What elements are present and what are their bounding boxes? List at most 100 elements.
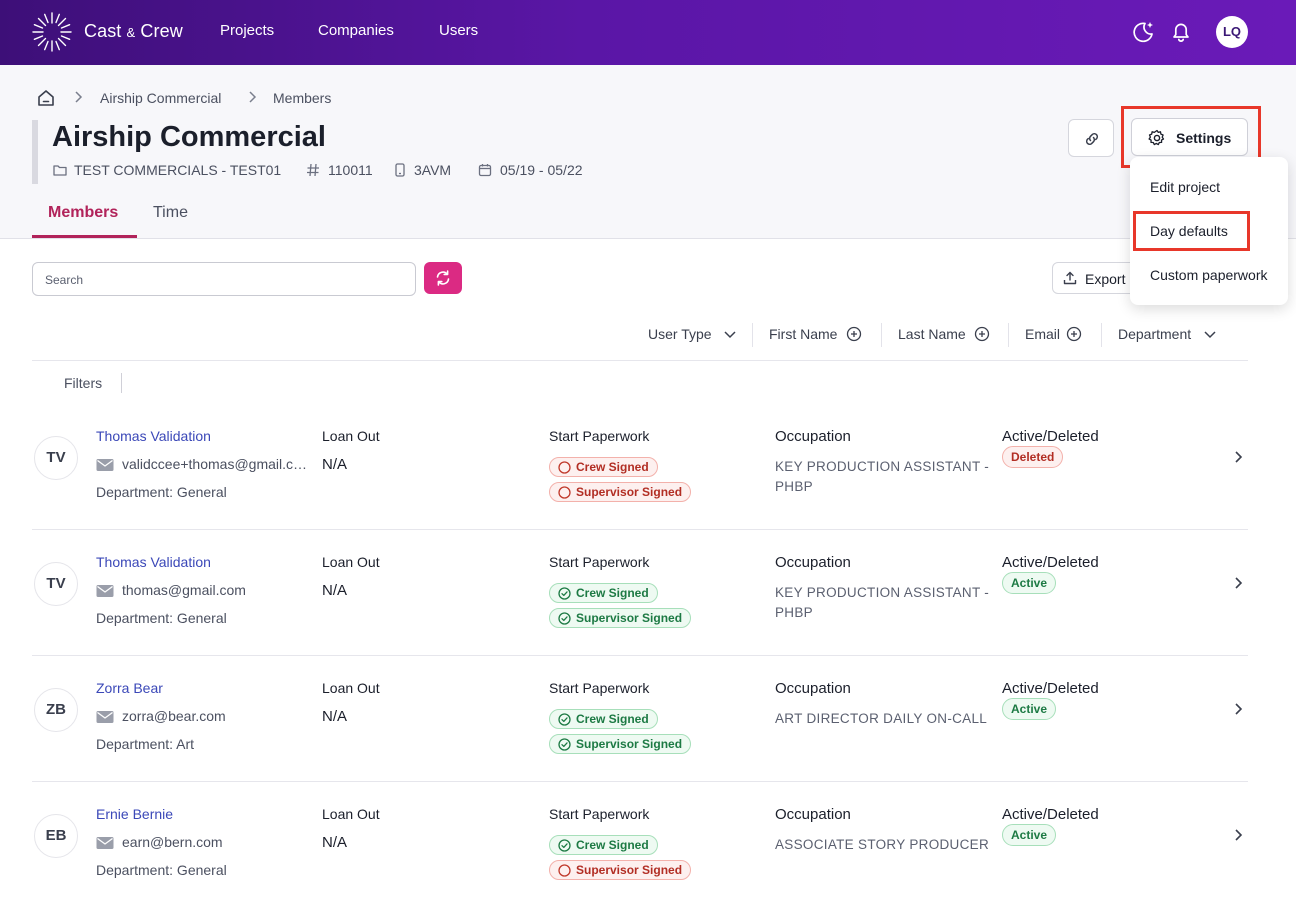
export-button[interactable]: Export	[1052, 262, 1142, 294]
user-avatar[interactable]: LQ	[1216, 16, 1248, 48]
device-icon	[395, 163, 405, 177]
supervisor-signed-badge: Supervisor Signed	[549, 608, 692, 628]
sort-plus-circle-icon[interactable]	[974, 326, 990, 342]
chevron-right-icon[interactable]	[1232, 576, 1244, 590]
status-label: Active/Deleted	[1002, 806, 1099, 823]
sort-plus-circle-icon[interactable]	[1066, 326, 1082, 342]
tab-members[interactable]: Members	[48, 204, 119, 221]
member-department: Department: General	[96, 610, 227, 626]
envelope-icon	[96, 459, 114, 471]
copy-link-button[interactable]	[1068, 119, 1114, 157]
member-row[interactable]: ZB Zorra Bear zorra@bear.com Department: Ar…	[32, 656, 1248, 782]
member-row[interactable]: TV Thomas Validation validccee+thomas@gmai…	[32, 404, 1248, 530]
crew-signed-badge: Crew Signed	[549, 709, 658, 729]
supervisor-signed-badge: Supervisor Signed	[549, 734, 692, 754]
project-folder: TEST COMMERCIALS - TEST01	[74, 162, 282, 178]
sort-email[interactable]: Email	[1025, 326, 1061, 342]
member-name-link[interactable]: Thomas Validation	[96, 428, 211, 444]
loan-out-label: Loan Out	[322, 428, 380, 444]
supervisor-signed-badge: Supervisor Signed	[549, 482, 692, 502]
member-name-link[interactable]: Ernie Bernie	[96, 806, 174, 822]
member-name-link[interactable]: Thomas Validation	[96, 554, 211, 570]
breadcrumb-members[interactable]: Members	[273, 90, 332, 106]
chevron-right-icon[interactable]	[1232, 450, 1244, 464]
page-title: Airship Commercial	[52, 121, 326, 153]
dark-mode-moon-icon[interactable]	[1130, 19, 1156, 45]
logo-burst-icon[interactable]	[31, 11, 73, 53]
menu-item-edit-project[interactable]: Edit project	[1150, 179, 1221, 195]
tab-time[interactable]: Time	[153, 204, 188, 221]
sort-plus-circle-icon[interactable]	[846, 326, 862, 342]
status-badge: Active	[1002, 824, 1057, 846]
nav-link-users[interactable]: Users	[439, 22, 479, 39]
title-accent-bar	[32, 120, 38, 184]
envelope-icon	[96, 711, 114, 723]
search-placeholder: Search	[45, 273, 84, 287]
envelope-icon	[96, 837, 114, 849]
refresh-icon	[436, 270, 450, 286]
header-separator	[32, 360, 1248, 361]
project-number: 110011	[328, 162, 373, 178]
search-input[interactable]: Search	[32, 262, 416, 296]
member-row[interactable]: TV Thomas Validation thomas@gmail.com Depar…	[32, 530, 1248, 656]
member-row[interactable]: EB Ernie Bernie earn@bern.com Department: G…	[32, 782, 1248, 901]
nav-link-projects[interactable]: Projects	[220, 22, 275, 39]
crew-signed-badge: Crew Signed	[549, 457, 658, 477]
link-icon	[1085, 132, 1099, 146]
settings-button[interactable]: Settings	[1131, 118, 1248, 156]
nav-link-companies[interactable]: Companies	[318, 22, 394, 39]
sort-user-type[interactable]: User Type	[648, 326, 712, 342]
loan-out-label: Loan Out	[322, 554, 380, 570]
occupation-label: Occupation	[775, 806, 851, 823]
settings-dropdown-menu: Edit project Day defaults Custom paperwo…	[1130, 157, 1288, 305]
sort-last-name[interactable]: Last Name	[898, 326, 966, 342]
top-nav-bar: Cast & Crew Projects Companies Users LQ	[0, 0, 1296, 65]
home-icon[interactable]	[36, 88, 56, 108]
brand-ampersand: &	[126, 25, 136, 40]
member-email: zorra@bear.com	[122, 708, 226, 724]
menu-item-custom-paperwork[interactable]: Custom paperwork	[1150, 267, 1268, 283]
chevron-down-icon[interactable]	[1202, 326, 1218, 342]
occupation-label: Occupation	[775, 428, 851, 445]
status-badge: Active	[1002, 698, 1057, 720]
member-avatar: EB	[34, 814, 78, 858]
member-department: Department: General	[96, 862, 227, 878]
supervisor-signed-text: Supervisor Signed	[576, 737, 683, 751]
occupation-label: Occupation	[775, 680, 851, 697]
chevron-down-icon[interactable]	[722, 326, 738, 342]
sort-first-name[interactable]: First Name	[769, 326, 838, 342]
sort-department[interactable]: Department	[1118, 326, 1192, 342]
brand-word-cast: Cast	[84, 21, 122, 41]
header-divider	[881, 323, 882, 347]
filters-button[interactable]: Filters	[64, 375, 103, 391]
check-circle-icon	[558, 612, 571, 625]
member-name-link[interactable]: Zorra Bear	[96, 680, 163, 696]
folder-icon	[53, 165, 67, 176]
member-avatar: TV	[34, 562, 78, 606]
status-label: Active/Deleted	[1002, 680, 1099, 697]
loan-out-value: N/A	[322, 582, 348, 599]
chevron-right-icon	[75, 91, 83, 103]
crew-signed-badge: Crew Signed	[549, 583, 658, 603]
highlight-box-day-defaults	[1133, 211, 1250, 251]
crew-signed-text: Crew Signed	[576, 712, 649, 726]
loan-out-value: N/A	[322, 708, 348, 725]
check-circle-icon	[558, 713, 571, 726]
envelope-icon	[96, 585, 114, 597]
bell-notification-icon[interactable]	[1168, 19, 1194, 45]
check-circle-icon	[558, 839, 571, 852]
member-department: Department: General	[96, 484, 227, 500]
chevron-right-icon[interactable]	[1232, 702, 1244, 716]
export-label: Export	[1085, 271, 1126, 287]
breadcrumb-project[interactable]: Airship Commercial	[100, 90, 222, 106]
member-email: validccee+thomas@gmail.com	[122, 456, 312, 472]
brand-name[interactable]: Cast & Crew	[84, 21, 183, 42]
supervisor-signed-text: Supervisor Signed	[576, 485, 683, 499]
loan-out-value: N/A	[322, 834, 348, 851]
status-badge: Deleted	[1002, 446, 1064, 468]
menu-item-day-defaults[interactable]: Day defaults	[1150, 223, 1228, 239]
refresh-button[interactable]	[424, 262, 462, 294]
chevron-right-icon[interactable]	[1232, 828, 1244, 842]
paperwork-label: Start Paperwork	[549, 554, 650, 570]
status-badge: Active	[1002, 572, 1057, 594]
